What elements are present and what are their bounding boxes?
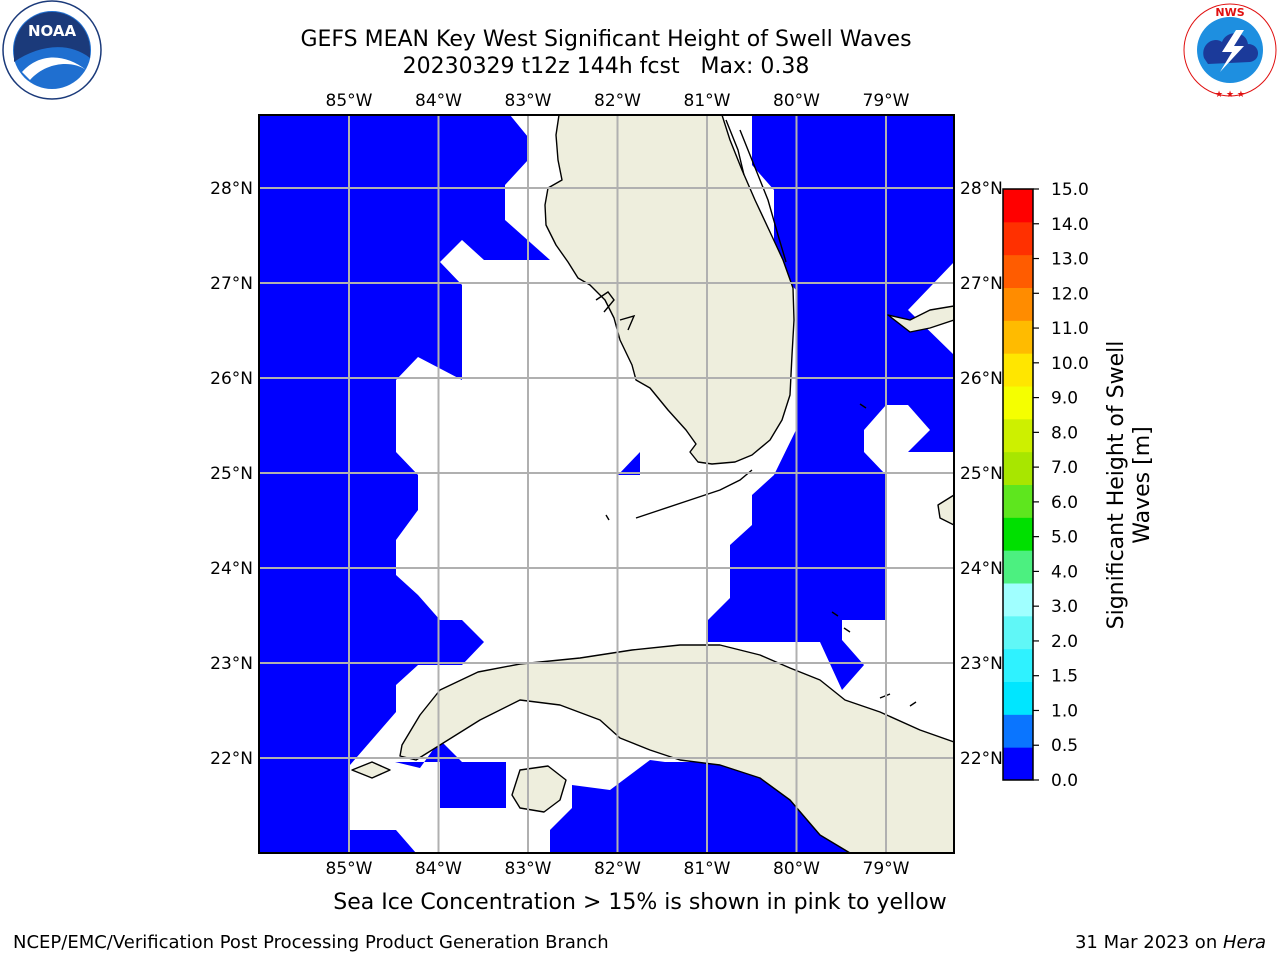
lon-tick-label: 81°W	[684, 859, 731, 879]
lat-tick-label-left: 22°N	[210, 749, 253, 769]
lon-tick-label: 82°W	[594, 91, 641, 111]
footer-host: Hera	[1222, 932, 1266, 953]
noaa-logo: NOAA	[2, 0, 102, 100]
lat-tick-label-right: 24°N	[960, 559, 1003, 579]
footer-date: 31 Mar 2023 on Hera	[1075, 932, 1266, 953]
land-masses	[351, 115, 954, 853]
isla-juventud-land	[511, 765, 567, 813]
colorbar-tick-label: 11.0	[1051, 319, 1089, 339]
florida-land	[544, 115, 795, 465]
svg-text:NWS: NWS	[1215, 6, 1244, 19]
footer-date-text: 31 Mar 2023 on	[1074, 932, 1223, 953]
lat-tick-label-right: 28°N	[960, 179, 1003, 199]
lon-tick-label: 80°W	[773, 91, 820, 111]
lon-tick-label: 83°W	[505, 859, 552, 879]
colorbar-segment	[1003, 320, 1033, 354]
colorbar-tick-label: 3.0	[1051, 597, 1078, 617]
lat-tick-label-left: 25°N	[210, 464, 253, 484]
noaa-logo-text: NOAA	[28, 22, 77, 40]
colorbar-segment	[1003, 648, 1033, 682]
lon-tick-label: 83°W	[505, 91, 552, 111]
colorbar-segment	[1003, 386, 1033, 420]
colorbar-tick-label: 5.0	[1051, 528, 1078, 548]
colorbar-tick-label: 4.0	[1051, 562, 1078, 582]
colorbar-tick-label: 10.0	[1051, 354, 1089, 374]
colorbar-segment	[1003, 747, 1033, 781]
colorbar-segment	[1003, 254, 1033, 288]
svg-text:★ ★ ★: ★ ★ ★	[1215, 90, 1245, 100]
colorbar-segment	[1003, 287, 1033, 321]
lat-tick-label-right: 27°N	[960, 274, 1003, 294]
colorbar-segment	[1003, 189, 1033, 223]
colorbar-segment	[1003, 681, 1033, 715]
colorbar-label: Significant Height of Swell Waves [m]	[1104, 340, 1155, 630]
colorbar-tick-label: 0.0	[1051, 771, 1078, 791]
lon-tick-label: 84°W	[415, 91, 462, 111]
colorbar-segment	[1003, 550, 1033, 584]
lon-tick-label: 82°W	[594, 859, 641, 879]
colorbar-segment	[1003, 615, 1033, 650]
map-frame	[258, 114, 955, 854]
map-gridlines	[259, 115, 954, 853]
colorbar-segment	[1003, 221, 1033, 256]
lon-tick-label: 85°W	[326, 91, 373, 111]
colorbar-segment	[1003, 418, 1033, 453]
colorbar-tick-label: 13.0	[1051, 250, 1089, 270]
lon-tick-label: 80°W	[773, 859, 820, 879]
lat-tick-label-left: 23°N	[210, 654, 253, 674]
colorbar-segment	[1003, 714, 1033, 748]
lon-tick-label: 85°W	[326, 859, 373, 879]
colorbar: 0.0 0.5 1.0 1.5 2.0 3.0 4.0 5.0 6.0 7.0 8.0 9.0 10.0…	[1002, 180, 1089, 791]
colorbar-tick-label: 6.0	[1051, 493, 1078, 513]
colorbar-tick-label: 1.0	[1051, 701, 1078, 721]
footer-producer: NCEP/EMC/Verification Post Processing Pr…	[13, 932, 609, 953]
lon-tick-label: 84°W	[415, 859, 462, 879]
cuba-land	[399, 644, 954, 853]
colorbar-tick-label: 7.0	[1051, 458, 1078, 478]
lon-tick-label: 79°W	[863, 91, 910, 111]
map-subtitle: 20230329 t12z 144h fcst Max: 0.38	[402, 54, 810, 79]
lat-tick-label-right: 23°N	[960, 654, 1003, 674]
colorbar-tick-label: 15.0	[1051, 180, 1089, 200]
colorbar-tick-label: 1.5	[1051, 667, 1078, 687]
lat-tick-label-left: 26°N	[210, 369, 253, 389]
lon-tick-label: 81°W	[684, 91, 731, 111]
lat-tick-label-left: 28°N	[210, 179, 253, 199]
colorbar-tick-label: 14.0	[1051, 215, 1089, 235]
coastline-details	[595, 119, 917, 707]
lat-tick-label-right: 26°N	[960, 369, 1003, 389]
lat-tick-label-right: 22°N	[960, 749, 1003, 769]
colorbar-tick-label: 9.0	[1051, 389, 1078, 409]
lat-tick-label-left: 24°N	[210, 559, 253, 579]
nws-logo: NWS ★ ★ ★	[1182, 2, 1278, 100]
colorbar-segment	[1003, 484, 1033, 518]
colorbar-tick-label: 8.0	[1051, 423, 1078, 443]
bahamas-land	[887, 305, 954, 333]
colorbar-tick-label: 0.5	[1051, 736, 1078, 756]
lat-tick-label-left: 27°N	[210, 274, 253, 294]
colorbar-tick-label: 12.0	[1051, 284, 1089, 304]
map-title: GEFS MEAN Key West Significant Height of…	[300, 27, 912, 52]
sea-ice-caption: Sea Ice Concentration > 15% is shown in …	[333, 890, 947, 915]
colorbar-segment	[1003, 451, 1033, 485]
colorbar-frame	[1002, 188, 1034, 781]
colorbar-segment	[1003, 353, 1033, 387]
colorbar-tick-label: 2.0	[1051, 632, 1078, 652]
lat-tick-label-right: 25°N	[960, 464, 1003, 484]
lon-tick-label: 79°W	[863, 859, 910, 879]
swell-field	[259, 115, 954, 853]
colorbar-segment	[1003, 517, 1033, 551]
colorbar-segment	[1003, 583, 1033, 617]
